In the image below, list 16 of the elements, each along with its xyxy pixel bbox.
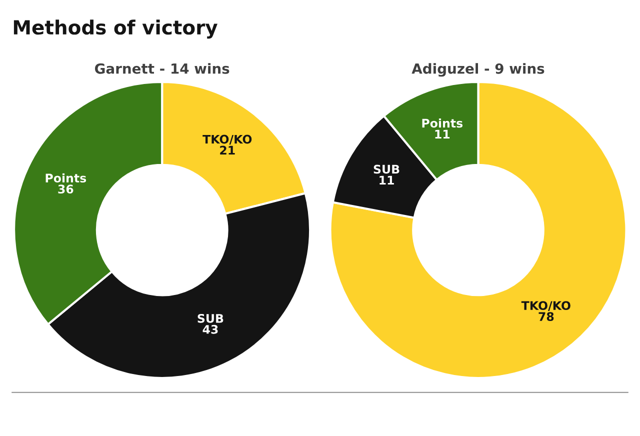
data-label: 21 xyxy=(220,146,235,155)
slice-label: TKO/KO xyxy=(202,134,252,145)
data-label: 11 xyxy=(435,130,450,138)
data-label: 36 xyxy=(58,184,74,194)
data-label: 11 xyxy=(380,176,394,184)
donut-slice xyxy=(329,80,628,380)
chart-title: Garnett - 14 wins xyxy=(95,63,230,74)
slice-label: SUB xyxy=(374,164,400,174)
slice-label: SUB xyxy=(198,314,224,323)
data-label: 43 xyxy=(202,324,218,334)
text: Methods of victory xyxy=(14,20,218,39)
chart-title: Adiguzel - 9 wins xyxy=(412,63,544,77)
data-label: 78 xyxy=(538,312,554,322)
slice-label: Points xyxy=(46,173,86,183)
slice-label: TKO/KO xyxy=(521,301,570,311)
slice-label: Points xyxy=(422,118,463,128)
